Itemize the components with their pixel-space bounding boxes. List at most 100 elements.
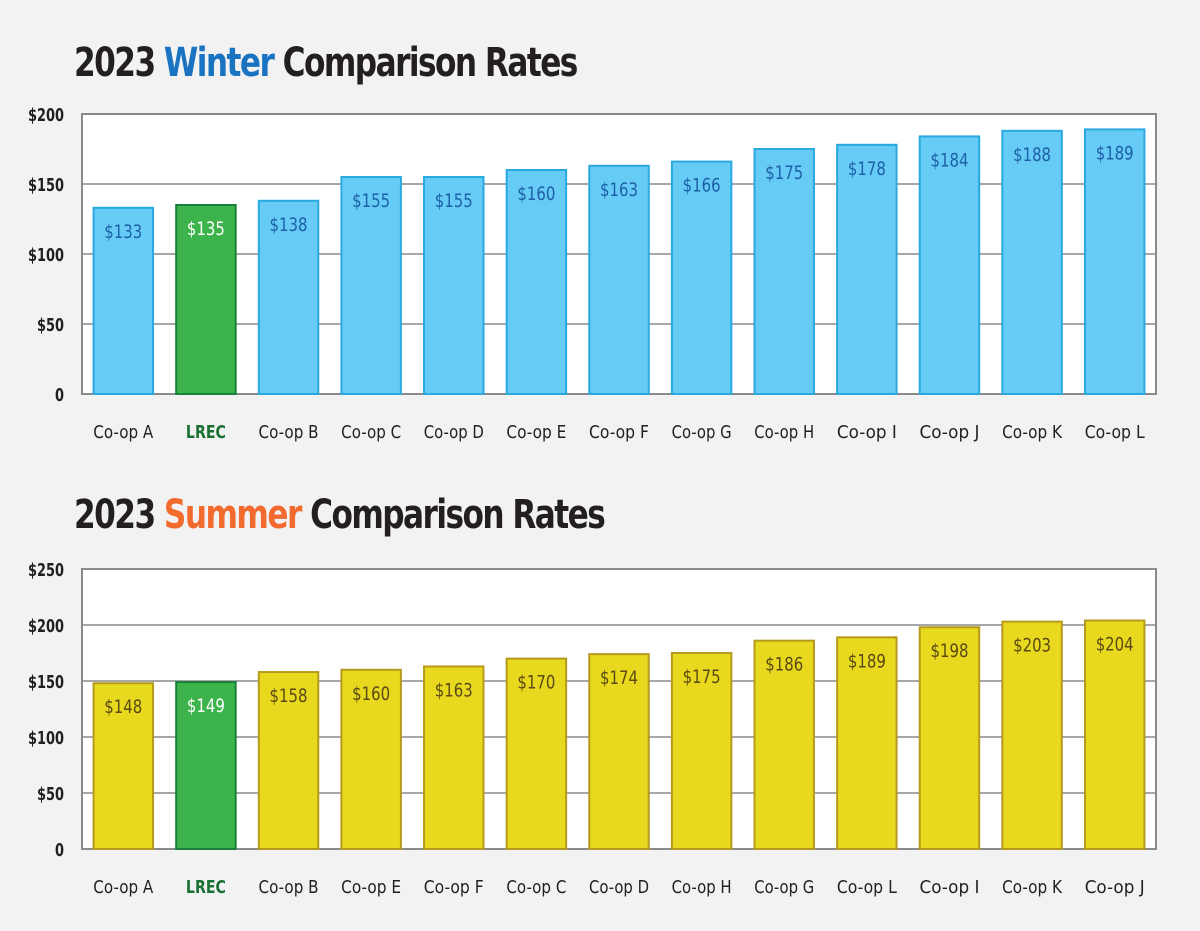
x-tick-label: Co-op I: [837, 422, 897, 443]
bar-co-op-h: [670, 652, 733, 850]
x-tick-label: Co-op G: [754, 877, 814, 898]
x-tick-label: Co-op K: [1002, 422, 1063, 443]
title-suffix: Comparison Rates: [310, 492, 606, 538]
bar-co-op-f: [423, 665, 485, 850]
data-label: $203: [1013, 635, 1051, 657]
bar-co-op-j: [918, 135, 981, 396]
bar-co-op-d: [423, 176, 485, 395]
y-tick-label: $200: [28, 616, 64, 637]
bar-co-op-k: [1001, 620, 1063, 850]
data-label: $189: [848, 650, 886, 672]
data-label: $148: [104, 696, 142, 718]
summer-chart-title: 2023 Summer Comparison Rates: [74, 492, 606, 538]
x-tick-label: Co-op E: [341, 877, 401, 898]
title-season-winter: Winter: [163, 40, 275, 86]
data-label: $163: [435, 679, 473, 701]
data-label: $188: [1013, 144, 1051, 166]
summer-bar-chart: 0 $50 $100 $150 $200 $250 $148 Co-op A $149 LREC $…: [28, 560, 1157, 898]
winter-bar-chart: 0 $50 $100 $150 $200 $133 Co-op A $135 LREC $138 C…: [28, 105, 1157, 443]
x-tick-label: Co-op L: [837, 877, 897, 898]
bar-lrec: [175, 204, 237, 395]
x-tick-label: Co-op H: [672, 877, 732, 898]
data-label: $160: [517, 183, 555, 205]
x-tick-label: Co-op L: [1085, 422, 1145, 443]
data-label: $175: [683, 666, 721, 688]
bar-co-op-k: [1001, 129, 1063, 396]
x-tick-label: Co-op I: [919, 877, 979, 898]
title-suffix: Comparison Rates: [282, 40, 579, 86]
x-tick-label: Co-op C: [506, 877, 566, 898]
y-tick-label: $50: [37, 315, 64, 336]
data-label: $204: [1096, 634, 1134, 656]
x-tick-label: Co-op D: [589, 877, 649, 898]
bar-co-op-a: [92, 682, 155, 850]
data-label: $178: [848, 158, 886, 180]
title-season-summer: Summer: [163, 492, 302, 538]
data-label: $170: [517, 672, 555, 694]
x-tick-label: Co-op K: [1002, 877, 1063, 898]
x-tick-label: Co-op D: [424, 422, 484, 443]
bar-co-op-j: [1083, 619, 1146, 850]
bar-co-op-e: [340, 668, 402, 850]
x-tick-label: Co-op F: [589, 422, 649, 443]
y-tick-label: $50: [37, 784, 64, 805]
data-label: $198: [930, 640, 968, 662]
y-tick-label: $150: [28, 672, 64, 693]
bar-co-op-l: [1083, 128, 1146, 396]
x-tick-label: Co-op A: [93, 422, 154, 443]
y-tick-label: $100: [28, 728, 64, 749]
data-label: $155: [435, 190, 473, 212]
bar-lrec: [175, 681, 237, 851]
x-tick-label: LREC: [186, 422, 226, 443]
data-label: $138: [270, 214, 308, 236]
data-label: $135: [187, 218, 225, 240]
title-year: 2023: [74, 492, 156, 538]
bar-co-op-l: [836, 636, 898, 850]
y-tick-label: 0: [55, 840, 64, 861]
data-label: $166: [683, 175, 721, 197]
y-tick-label: $250: [28, 560, 64, 581]
x-tick-label: Co-op G: [672, 422, 732, 443]
bar-co-op-g: [670, 160, 733, 395]
bar-co-op-e: [505, 169, 568, 395]
data-label: $160: [352, 683, 390, 705]
bar-co-op-c: [505, 657, 568, 850]
x-tick-label: Co-op H: [754, 422, 814, 443]
bar-co-op-h: [753, 148, 815, 395]
x-tick-label: Co-op C: [341, 422, 401, 443]
data-label: $163: [600, 179, 638, 201]
winter-chart-title: 2023 Winter Comparison Rates: [74, 40, 579, 86]
bar-co-op-b: [257, 671, 320, 851]
bar-co-op-i: [918, 626, 981, 850]
x-tick-label: Co-op J: [1085, 877, 1145, 898]
x-tick-label: Co-op J: [919, 422, 979, 443]
y-tick-label: $150: [28, 175, 64, 196]
bar-co-op-i: [836, 143, 898, 395]
bar-co-op-a: [92, 206, 155, 395]
data-label: $158: [270, 685, 308, 707]
x-tick-label: Co-op B: [259, 877, 319, 898]
y-tick-label: $200: [28, 105, 64, 126]
data-label: $149: [187, 695, 225, 717]
title-year: 2023: [74, 40, 156, 86]
data-label: $175: [765, 162, 803, 184]
data-label: $184: [930, 149, 968, 171]
data-label: $155: [352, 190, 390, 212]
y-tick-label: 0: [55, 385, 64, 406]
x-tick-label: Co-op E: [506, 422, 566, 443]
y-tick-label: $100: [28, 245, 64, 266]
bar-co-op-c: [340, 176, 402, 395]
bar-co-op-g: [753, 639, 815, 851]
bar-co-op-f: [588, 164, 650, 395]
data-label: $186: [765, 654, 803, 676]
x-tick-label: LREC: [186, 877, 226, 898]
data-label: $174: [600, 667, 638, 689]
x-tick-label: Co-op A: [93, 877, 154, 898]
bar-co-op-d: [588, 653, 650, 851]
bar-co-op-b: [257, 199, 320, 395]
data-label: $189: [1096, 142, 1134, 164]
x-tick-label: Co-op B: [259, 422, 319, 443]
x-tick-label: Co-op F: [424, 877, 484, 898]
data-label: $133: [104, 221, 142, 243]
